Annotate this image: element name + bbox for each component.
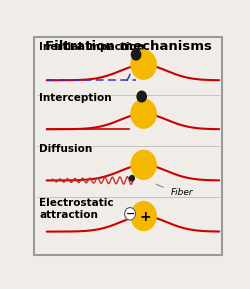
Circle shape xyxy=(137,91,146,102)
Text: Fiber: Fiber xyxy=(171,188,194,197)
Text: Inertial impaction: Inertial impaction xyxy=(39,42,144,53)
FancyBboxPatch shape xyxy=(34,37,222,255)
Text: Interception: Interception xyxy=(39,92,112,103)
Circle shape xyxy=(131,202,156,231)
Circle shape xyxy=(131,50,156,79)
Circle shape xyxy=(131,150,156,179)
Circle shape xyxy=(132,49,141,60)
Text: +: + xyxy=(140,210,151,224)
Circle shape xyxy=(130,175,134,181)
Circle shape xyxy=(131,99,156,128)
Text: Diffusion: Diffusion xyxy=(39,144,92,154)
Text: Filtration mechanisms: Filtration mechanisms xyxy=(45,40,212,53)
Text: Electrostatic
attraction: Electrostatic attraction xyxy=(39,198,114,220)
Circle shape xyxy=(125,208,136,220)
Text: −: − xyxy=(126,208,135,218)
